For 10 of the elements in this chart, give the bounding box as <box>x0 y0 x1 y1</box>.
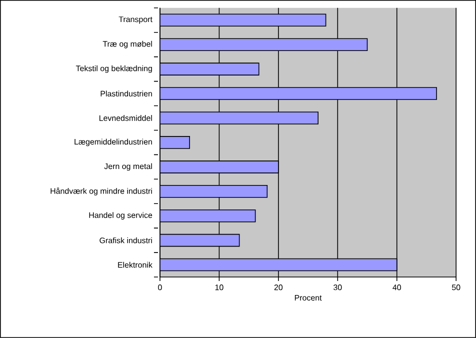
bar <box>160 209 256 222</box>
bar <box>160 112 318 124</box>
bar <box>160 160 279 174</box>
bar <box>160 185 268 198</box>
bar <box>160 234 240 247</box>
bar <box>160 62 260 76</box>
bar <box>160 14 326 27</box>
bar <box>160 38 368 52</box>
bar <box>160 87 437 100</box>
bar <box>160 258 398 272</box>
